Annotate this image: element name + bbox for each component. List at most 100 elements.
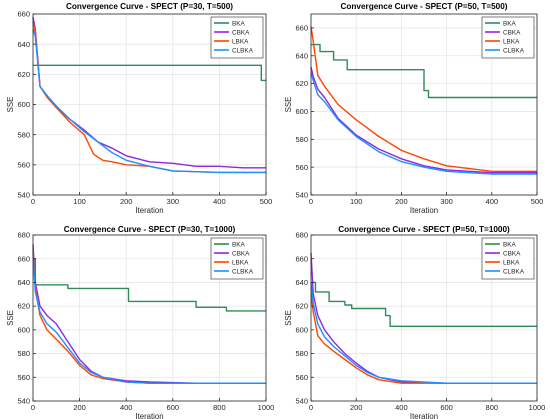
y-axis-label: SSE [6,97,15,113]
legend: BKA CBKA LBKA CLBKA [210,16,264,59]
x-tick-label: 200 [395,197,408,206]
x-axis-label: Iteration [410,412,438,419]
y-tick-label: 540 [17,191,30,200]
y-tick-label: 660 [295,24,308,33]
legend-box [481,16,535,59]
y-tick-label: 580 [295,135,308,144]
y-tick-label: 640 [295,278,308,287]
series-line-lbka [310,26,537,173]
legend-box [481,237,535,280]
series-line-bka [311,281,537,327]
chart-panel-4: 0 200 400 600 800 1000 540 560 580 600 620 640 660 68… [284,225,545,419]
y-tick-label: 600 [295,325,308,334]
legend-box [210,16,264,59]
legend-label: LBKA [232,259,249,266]
x-tick-label: 200 [73,403,86,412]
legend: BKA CBKA LBKA CLBKA [481,16,535,59]
x-tick-label: 800 [213,403,226,412]
x-tick-label: 500 [531,197,544,206]
y-tick-label: 640 [17,278,30,287]
y-tick-label: 600 [17,325,30,334]
x-tick-label: 400 [395,403,408,412]
y-axis-label: SSE [284,310,293,326]
legend-label: BKA [232,20,246,27]
x-axis-label: Iteration [135,206,163,215]
legend-label: BKA [232,241,246,248]
legend-box [210,237,264,280]
y-tick-label: 560 [17,373,30,382]
y-tick-label: 640 [17,40,30,49]
chart-panel-1: 0 100 200 300 400 500 540 560 580 600 620 640 660 Con… [6,2,272,215]
legend-label: CLBKA [232,268,254,275]
legend-label: CLBKA [232,47,254,54]
series-line-clbka [32,28,266,174]
x-axis-label: Iteration [135,412,163,419]
y-tick-label: 540 [295,397,308,406]
x-tick-label: 1000 [258,403,275,412]
x-tick-label: 600 [167,403,180,412]
legend-label: CBKA [503,29,521,36]
series-line-lbka [310,294,537,384]
y-tick-label: 600 [295,107,308,116]
y-axis-label: SSE [284,97,293,113]
chart-title: Convergence Curve - SPECT (P=50, T=500) [341,2,508,11]
y-tick-label: 680 [17,231,30,240]
x-tick-label: 100 [350,197,363,206]
x-tick-label: 0 [309,403,313,412]
y-axis-label: SSE [6,310,15,326]
series-line-cbka [310,66,537,174]
legend-label: CBKA [232,29,250,36]
chart-title: Convergence Curve - SPECT (P=50, T=1000) [338,225,510,234]
y-tick-label: 580 [17,130,30,139]
x-tick-label: 0 [309,197,313,206]
legend-label: LBKA [232,38,249,45]
chart-panel-3: 0 200 400 600 800 1000 540 560 580 600 620 640 660 68… [6,225,274,419]
y-tick-label: 620 [17,70,30,79]
x-tick-label: 800 [486,403,499,412]
y-tick-label: 660 [17,10,30,19]
y-tick-label: 560 [295,163,308,172]
series-line-clbka [310,72,537,175]
x-axis-label: Iteration [410,206,438,215]
y-tick-label: 620 [295,79,308,88]
y-tick-label: 600 [17,100,30,109]
y-tick-label: 580 [295,349,308,358]
legend-label: CBKA [232,250,250,257]
y-tick-label: 640 [295,51,308,60]
y-tick-label: 560 [17,160,30,169]
y-tick-label: 580 [17,349,30,358]
legend-label: CBKA [503,250,521,257]
legend-label: CLBKA [503,268,525,275]
chart-panel-2: 0 100 200 300 400 500 540 560 580 600 620 640 660 Con… [284,2,543,215]
axes-frame [32,234,267,402]
y-tick-label: 680 [295,231,308,240]
series-line-clbka [32,252,266,384]
series-line-bka [33,64,266,82]
axes-frame [310,13,538,196]
x-tick-label: 300 [440,197,453,206]
x-tick-label: 400 [120,403,133,412]
legend-label: BKA [503,20,517,27]
axes-frame [310,234,538,402]
legend: BKA CBKA LBKA CLBKA [210,237,264,280]
x-tick-label: 1000 [529,403,546,412]
y-tick-label: 560 [295,373,308,382]
chart-title: Convergence Curve - SPECT (P=30, T=1000) [64,225,236,234]
series-line-clbka [310,282,537,384]
legend-label: CLBKA [503,47,525,54]
x-tick-label: 300 [167,197,180,206]
y-tick-label: 660 [17,254,30,263]
series-line-bka [311,43,537,99]
y-tick-label: 620 [295,302,308,311]
x-tick-label: 0 [31,197,35,206]
x-tick-label: 0 [31,403,35,412]
legend-label: BKA [503,241,517,248]
series-line-cbka [32,244,266,384]
legend-label: LBKA [503,259,520,266]
x-tick-label: 500 [260,197,273,206]
x-tick-label: 200 [350,403,363,412]
y-tick-label: 540 [17,397,30,406]
y-tick-label: 660 [295,254,308,263]
x-tick-label: 400 [486,197,499,206]
